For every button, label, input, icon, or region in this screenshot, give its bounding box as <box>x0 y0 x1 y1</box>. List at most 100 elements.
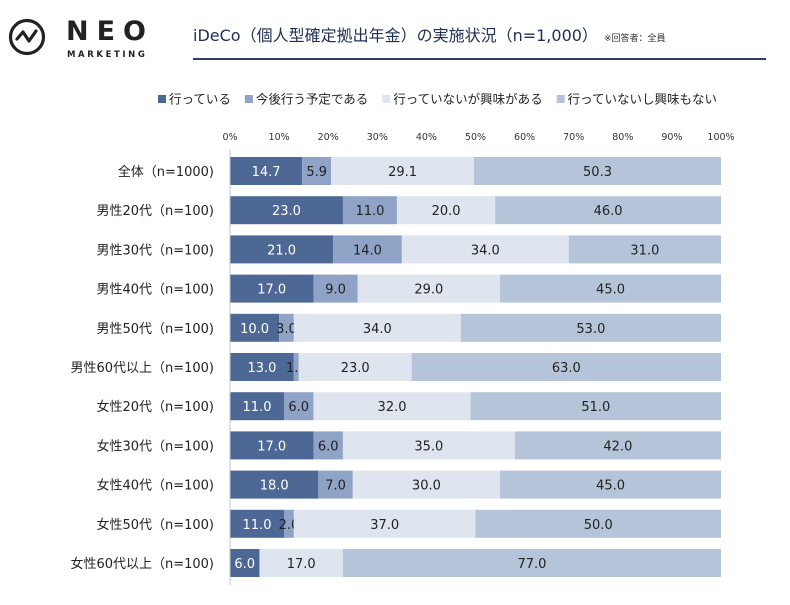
data-label: 45.0 <box>596 479 625 494</box>
bar-segment <box>318 470 353 499</box>
data-label: 42.0 <box>603 439 632 454</box>
x-tick-label: 40% <box>416 132 437 143</box>
data-label: 20.0 <box>432 204 461 219</box>
bar-segment <box>230 470 319 499</box>
legend-label-2: 行っていないが興味がある <box>393 92 542 107</box>
bar-segment <box>470 392 721 421</box>
x-tick-label: 30% <box>367 132 388 143</box>
x-tick-label: 70% <box>563 132 584 143</box>
bar-segment <box>230 549 260 577</box>
data-label: 10.0 <box>240 322 269 337</box>
bar-segment <box>342 196 397 225</box>
bar-segment <box>401 235 569 264</box>
category-label: 男性30代（n=100) <box>96 243 214 258</box>
bar-segment <box>230 274 314 303</box>
bar-segment <box>500 470 721 499</box>
x-tick-label: 100% <box>707 132 734 143</box>
bar-segment <box>230 157 303 185</box>
bar-segment <box>475 509 721 538</box>
category-label: 女性20代（n=100) <box>96 399 214 415</box>
data-label: 6.0 <box>318 439 339 454</box>
title-note: ※回答者：全員 <box>603 34 666 44</box>
data-label: 23.0 <box>341 361 370 376</box>
data-label: 46.0 <box>594 204 623 219</box>
data-label: 5.9 <box>306 165 327 180</box>
data-label: 30.0 <box>412 479 441 494</box>
category-label: 女性40代（n=100) <box>96 478 214 494</box>
bar-segment <box>230 509 285 538</box>
bar-segment <box>293 313 461 342</box>
data-label: 53.0 <box>576 322 605 337</box>
bar-segment <box>259 549 343 577</box>
legend-label-1: 今後行う予定である <box>256 92 368 107</box>
bar-segment <box>230 431 314 460</box>
brand-logo: NEO MARKETING <box>8 14 168 64</box>
bar-segment <box>333 235 402 264</box>
x-tick-label: 50% <box>465 132 486 143</box>
legend-swatch-0 <box>158 95 166 103</box>
bar-segment <box>342 431 515 460</box>
data-label: 13.0 <box>247 361 276 376</box>
legend-label-3: 行っていないし興味もない <box>568 92 717 107</box>
data-label: 63.0 <box>552 361 581 376</box>
data-label: 50.3 <box>583 165 612 180</box>
data-label: 29.0 <box>414 283 443 298</box>
bar-segment <box>230 353 294 381</box>
data-label: 9.0 <box>325 283 346 298</box>
legend-swatch-3 <box>556 95 565 103</box>
data-label: 77.0 <box>517 557 546 572</box>
data-label: 11.0 <box>243 518 272 533</box>
bar-segment <box>396 196 496 225</box>
bar-segment <box>284 392 314 421</box>
bar-segment <box>331 157 475 185</box>
bar-segment <box>302 157 332 185</box>
bar-segment <box>411 353 721 381</box>
bar-segment <box>514 431 721 460</box>
data-label: 45.0 <box>596 283 625 298</box>
data-label: 14.7 <box>252 165 281 180</box>
x-tick-label: 0% <box>222 132 237 143</box>
category-label: 女性60代以上（n=100) <box>70 556 214 572</box>
x-tick-label: 10% <box>269 132 290 143</box>
bar-segment <box>313 392 471 421</box>
data-label: 35.0 <box>414 439 443 454</box>
bar-segment <box>230 235 334 264</box>
category-label: 男性20代（n=100) <box>96 204 214 219</box>
category-label: 男性60代以上（n=100) <box>70 361 214 376</box>
logo-wordmark: NEO <box>66 16 154 47</box>
legend-label-0: 行っている <box>169 92 231 107</box>
bar-segment <box>352 470 501 499</box>
data-label: 18.0 <box>260 479 289 494</box>
data-label: 3.0 <box>276 322 297 337</box>
bar-segment <box>293 509 476 538</box>
bar-segment <box>298 353 412 381</box>
bar-segment <box>357 274 501 303</box>
data-label: 29.1 <box>388 165 417 180</box>
legend-swatch-2 <box>382 95 391 103</box>
category-label: 女性30代（n=100) <box>96 438 214 454</box>
bar-segment <box>230 313 280 342</box>
data-label: 14.0 <box>353 243 382 258</box>
bar-segment <box>342 549 721 577</box>
data-label: 11.0 <box>355 204 384 219</box>
data-label: 17.0 <box>287 557 316 572</box>
bar-segment <box>293 353 299 381</box>
category-label: 全体（n=1000) <box>118 164 214 180</box>
data-label: 51.0 <box>581 400 610 415</box>
title-divider <box>193 58 766 60</box>
x-tick-label: 20% <box>318 132 339 143</box>
category-label: 男性50代（n=100) <box>96 322 214 337</box>
legend-swatch-1 <box>244 95 253 103</box>
data-label: 6.0 <box>288 400 309 415</box>
data-label: 34.0 <box>471 243 500 258</box>
data-label: 7.0 <box>325 479 346 494</box>
bar-segment <box>495 196 721 225</box>
bar-segment <box>279 313 294 342</box>
bar-segment <box>568 235 721 264</box>
data-label: 23.0 <box>272 204 301 219</box>
bar-segment <box>500 274 721 303</box>
neo-check-circle-icon <box>8 18 46 56</box>
bar-segment <box>284 509 294 538</box>
bar-segment <box>460 313 721 342</box>
